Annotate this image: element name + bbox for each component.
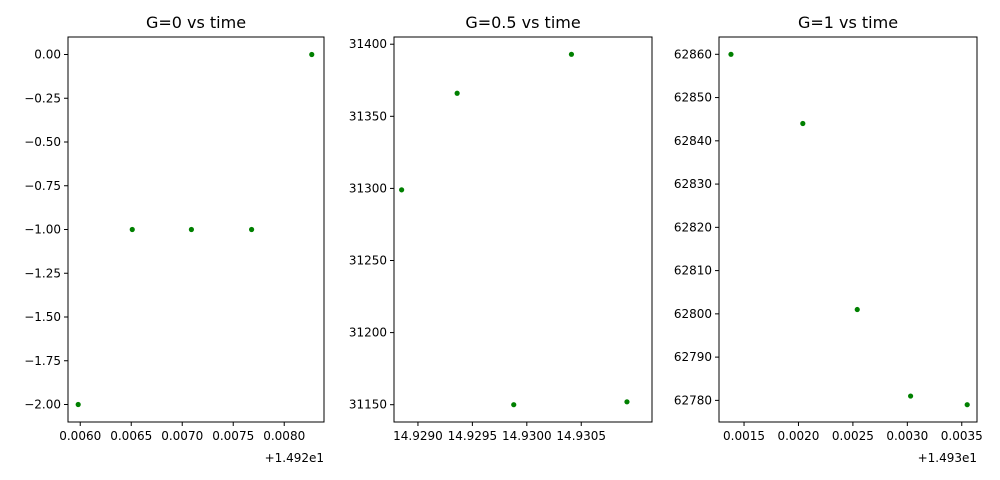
x-offset-label: +1.492e1 [265,451,324,465]
subplot-3: G=1 vs time 0.0015 0.0020 0.0025 0.0030 0.003… [674,13,983,465]
chart-title: G=1 vs time [798,13,898,32]
data-point [454,90,460,96]
y-tick-label: 31250 [349,254,387,268]
data-point [248,226,255,233]
y-tick-label: 62840 [674,134,712,148]
y-tick-label: −1.75 [24,354,61,368]
data-point [129,226,135,233]
x-tick-label: 14.9290 [393,429,443,443]
x-tick-label: 0.0070 [161,429,203,443]
data-point [511,402,517,408]
x-tick-label: 14.9295 [448,429,498,443]
y-tick-label: 31300 [349,181,387,195]
y-tick-label: −1.50 [24,310,61,324]
data-point [800,120,806,127]
chart-title: G=0.5 vs time [465,13,580,32]
data-point [75,401,81,408]
y-tick-label: 62860 [674,47,712,61]
y-tick-label: 62800 [674,307,712,321]
subplot-1: G=0 vs time 0.0060 0.0065 0.0070 0.0075 0.008… [24,13,325,465]
x-tick-label: 0.0035 [941,429,983,443]
y-tick-label: 31400 [349,37,387,51]
data-point [309,51,315,58]
y-tick-label: 31350 [349,109,387,123]
y-tick-label: 62850 [674,91,712,105]
y-tick-label: −0.25 [24,91,61,105]
y-tick-label: 62790 [674,350,712,364]
axes-frame [67,36,325,423]
x-tick-label: 0.0080 [263,429,305,443]
data-point [624,399,630,405]
y-tick-label: 62780 [674,393,712,407]
x-tick-label: 0.0020 [777,429,819,443]
y-tick-label: −0.50 [24,135,61,149]
subplot-2: G=0.5 vs time 14.9290 14.9295 14.9300 14.930… [349,13,653,443]
x-tick-label: 0.0015 [723,429,765,443]
x-tick-label: 0.0025 [832,429,874,443]
x-tick-label: 0.0030 [886,429,928,443]
y-tick-label: 0.00 [34,48,61,62]
data-point [854,306,860,313]
x-tick-label: 0.0060 [59,429,101,443]
y-tick-label: 62810 [674,264,712,278]
data-point [907,393,914,399]
chart-title: G=0 vs time [146,13,246,32]
x-tick-label: 14.9305 [556,429,606,443]
data-point [728,51,734,57]
x-tick-label: 0.0075 [212,429,254,443]
data-point [399,187,405,193]
axes-frame [718,36,978,423]
x-offset-label: +1.493e1 [918,451,977,465]
y-tick-label: 31200 [349,326,387,340]
y-tick-label: 31150 [349,398,387,412]
y-tick-label: 62820 [674,220,712,234]
x-tick-label: 0.0065 [110,429,152,443]
x-tick-label: 14.9300 [502,429,552,443]
data-point [964,402,970,408]
y-tick-label: −1.25 [24,266,61,280]
data-point [568,51,575,57]
y-tick-label: −0.75 [24,179,61,193]
y-tick-label: −2.00 [24,398,61,412]
data-point [188,226,195,233]
y-tick-label: −1.00 [24,223,61,237]
y-tick-label: 62830 [674,177,712,191]
axes-frame [393,36,653,423]
